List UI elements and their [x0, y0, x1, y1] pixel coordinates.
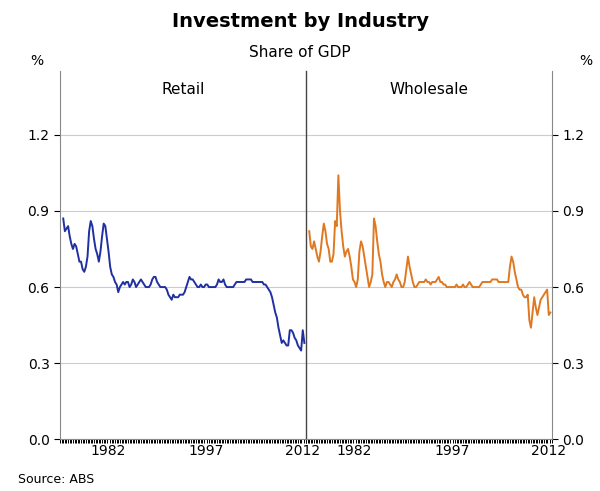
Text: Investment by Industry: Investment by Industry	[172, 12, 428, 31]
Text: Share of GDP: Share of GDP	[249, 45, 351, 60]
Text: Source: ABS: Source: ABS	[18, 473, 94, 486]
Text: Retail: Retail	[161, 82, 205, 97]
Text: Wholesale: Wholesale	[389, 82, 469, 97]
Text: %: %	[31, 54, 44, 68]
Text: %: %	[579, 54, 592, 68]
